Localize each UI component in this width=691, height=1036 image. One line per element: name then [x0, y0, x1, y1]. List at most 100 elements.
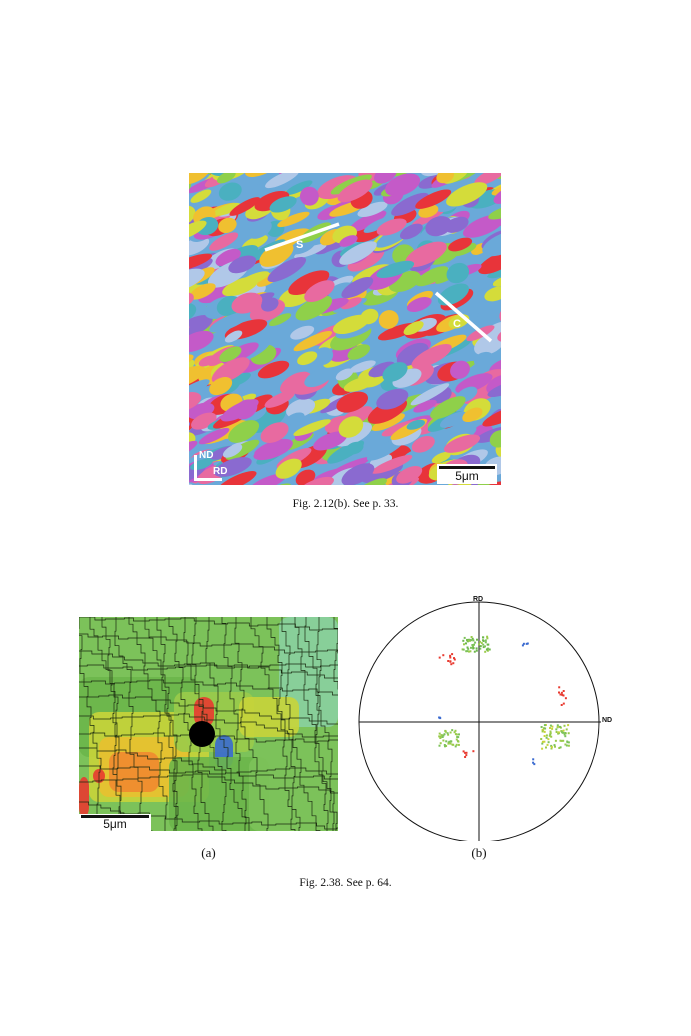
grain-cell [482, 405, 501, 427]
pole-point [565, 728, 568, 731]
grain-cell [482, 321, 501, 341]
shear-line-c [434, 291, 493, 343]
pole-point [455, 738, 458, 741]
grain-cell [257, 360, 290, 379]
pole-point [565, 744, 568, 747]
grain-cell [443, 434, 481, 453]
grain-cell [335, 368, 354, 381]
pole-point [479, 647, 482, 650]
pole-point [452, 662, 455, 665]
pole-point [562, 702, 565, 705]
pole-point [562, 694, 565, 697]
pole-point [441, 736, 444, 738]
pole-point [555, 731, 558, 733]
pole-point [453, 731, 456, 734]
grain-cell [378, 310, 399, 329]
grain-region [109, 752, 159, 792]
pole-point [549, 724, 552, 727]
grain-cell [450, 360, 470, 379]
axis-rd-label: RD [213, 466, 228, 477]
grain-cell [347, 247, 385, 272]
pole-point [480, 642, 483, 645]
grain-cell [382, 362, 408, 382]
grain-cell [233, 399, 258, 420]
pole-point [555, 728, 558, 731]
pole-point [549, 727, 551, 729]
pole-point [562, 731, 564, 734]
grain-cell [189, 237, 210, 256]
pole-point [450, 663, 453, 666]
pole-point [457, 743, 460, 746]
pole-point [438, 744, 441, 747]
grain-cell [405, 241, 447, 268]
grain-cell [406, 419, 426, 430]
grain-cell [341, 277, 374, 299]
pole-point [484, 650, 487, 653]
pole-point [438, 716, 441, 719]
pole-point [444, 730, 447, 733]
grain-cell [286, 398, 316, 418]
pole-point [545, 736, 548, 739]
grain-cell [343, 376, 376, 392]
pole-point [484, 645, 486, 648]
grain-cell [198, 427, 230, 445]
pole-point [449, 731, 452, 734]
grain-cell [313, 431, 348, 451]
grain-cell [448, 237, 473, 252]
grain-cell [376, 218, 407, 236]
grain-cell [288, 270, 330, 296]
grain-cell [259, 242, 294, 267]
grain-cell [402, 447, 435, 466]
grain-cell [189, 283, 216, 300]
grain-cell [267, 256, 307, 283]
grain-cell [455, 373, 493, 394]
grain-cell [371, 413, 405, 432]
pole-point [547, 738, 550, 741]
line-c-label: C [453, 318, 461, 330]
pole-point [567, 741, 570, 744]
grain-cell [216, 173, 236, 184]
pole-point [465, 650, 468, 653]
pole-point [532, 761, 535, 764]
grain-cell [444, 216, 469, 233]
grain-cell [299, 186, 319, 206]
grain-cell [189, 365, 206, 389]
grain-cell [293, 419, 331, 436]
pole-point [475, 649, 478, 652]
grain-cell [228, 420, 260, 443]
grain-cell [269, 196, 297, 213]
pole-point [447, 741, 450, 744]
pole-point [438, 656, 441, 659]
pole-point [446, 732, 449, 735]
grain-cell [189, 292, 194, 307]
pole-point [559, 725, 561, 728]
grain-cell [411, 435, 435, 453]
pole-point [467, 647, 470, 650]
axis-nd-label: ND [199, 450, 214, 461]
pole-point [549, 733, 552, 736]
grain-cell [345, 441, 364, 455]
pole-point [544, 724, 547, 726]
grain-cell [268, 313, 292, 326]
grain-cell [293, 331, 333, 352]
pole-point [475, 647, 478, 650]
grain-cell [280, 371, 312, 394]
pole-point [550, 744, 553, 747]
pole-point [465, 751, 468, 754]
orientation-map-graphic [189, 173, 501, 485]
pole-point [559, 739, 562, 742]
grain-cell [347, 344, 371, 360]
grain-cell [209, 377, 233, 396]
pole-point [470, 646, 472, 649]
pole-point [453, 658, 456, 661]
pole-point [566, 740, 569, 743]
grain-cell [189, 303, 197, 323]
pole-point [525, 642, 528, 645]
grain-cell [446, 182, 488, 207]
pole-point [562, 739, 565, 742]
grain-boundary-map: 5μm [79, 617, 338, 831]
pole-point [563, 724, 566, 727]
grain-cell [295, 295, 333, 321]
grain-cell [337, 179, 373, 203]
pole-point [449, 656, 452, 659]
